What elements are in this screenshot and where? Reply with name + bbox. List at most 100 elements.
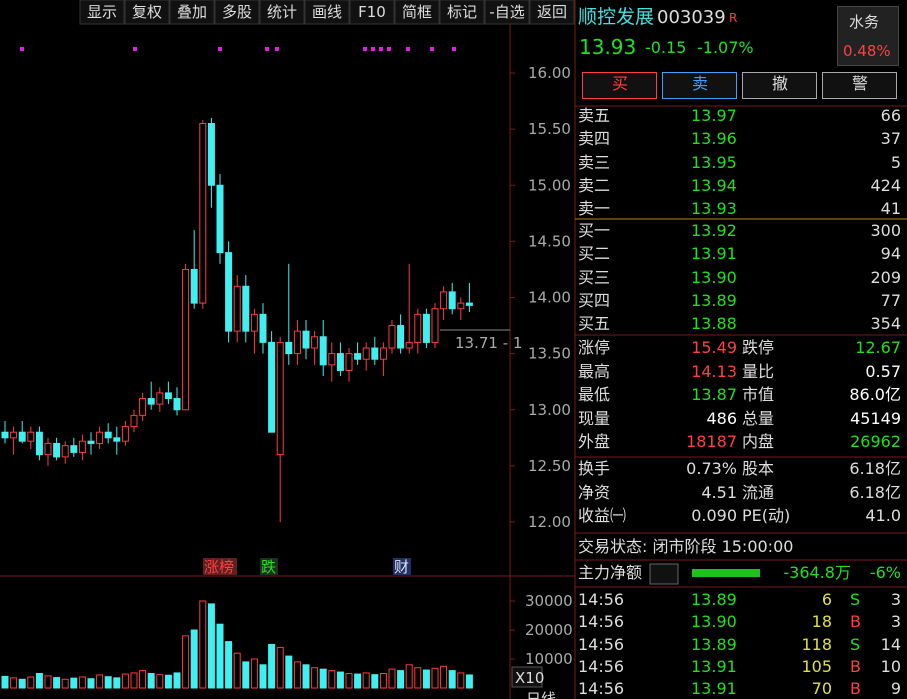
volume-bar xyxy=(53,677,61,689)
candle-body xyxy=(104,431,112,439)
candle-body xyxy=(61,445,69,458)
main-flow-value: -364.8万 xyxy=(783,563,851,582)
toolbar-button[interactable]: -自选 xyxy=(489,3,524,21)
y-tick-label: 16.00 xyxy=(528,64,571,82)
candle-body xyxy=(113,437,121,442)
sector-change: 0.48% xyxy=(843,42,891,60)
book-label: 买三 xyxy=(578,267,611,287)
toolbar-button[interactable]: 统计 xyxy=(267,3,297,21)
book-volume: 300 xyxy=(870,221,901,240)
candle-body xyxy=(431,308,439,343)
candle-body xyxy=(207,123,215,186)
tick-side: S xyxy=(850,634,861,654)
trade-button[interactable] xyxy=(582,72,657,99)
volume-bar xyxy=(371,674,379,689)
trade-button[interactable] xyxy=(662,72,737,99)
volume-bar xyxy=(18,678,26,689)
book-price: 13.89 xyxy=(691,290,737,310)
candle-body xyxy=(440,291,448,310)
tick-volume: 118 xyxy=(801,634,832,654)
book-price: 13.88 xyxy=(691,314,737,334)
stock-flag: R xyxy=(729,11,738,25)
toolbar-button[interactable]: 标记 xyxy=(447,3,477,21)
candle-body xyxy=(182,268,190,411)
book-price: 13.91 xyxy=(691,244,737,264)
y-tick-label: 13.50 xyxy=(528,345,571,363)
tick-time: 14:56 xyxy=(578,612,625,632)
stat-label: 跌停 xyxy=(742,338,775,357)
volume-bar xyxy=(242,661,250,689)
stat-value: 18187 xyxy=(686,432,737,451)
volume-bar xyxy=(336,671,344,689)
fundamental-value: 4.51 xyxy=(701,482,737,502)
volume-bar xyxy=(311,667,319,689)
tick-volume: 70 xyxy=(811,679,832,699)
main-flow-label: 主力净额 xyxy=(578,563,643,582)
candle-body xyxy=(362,347,370,360)
tick-price: 13.89 xyxy=(691,590,737,609)
toolbar-button[interactable]: 多股 xyxy=(222,3,252,21)
stat-label: 现量 xyxy=(578,408,611,428)
candle-body xyxy=(233,285,241,332)
toolbar-button-bg xyxy=(349,0,395,25)
main-flow-pct: -6% xyxy=(869,563,901,582)
toolbar-button[interactable]: 简框 xyxy=(402,3,432,21)
candle-body xyxy=(311,336,319,349)
volume-bar xyxy=(259,664,267,689)
volume-bar xyxy=(113,677,121,689)
volume-bar xyxy=(147,673,155,689)
tick-price: 13.90 xyxy=(691,612,737,632)
volume-bar xyxy=(448,670,456,689)
fundamental-value: 41.0 xyxy=(865,506,901,525)
volume-bar xyxy=(319,668,327,689)
trade-button-label[interactable]: 警 xyxy=(852,74,869,93)
stat-value: 15.49 xyxy=(691,338,737,357)
candle-body xyxy=(190,268,198,304)
volume-bar xyxy=(328,670,336,689)
volume-bar xyxy=(431,667,439,689)
trade-button[interactable] xyxy=(822,72,897,99)
signal-dot xyxy=(265,47,269,51)
tick-time: 14:56 xyxy=(578,656,625,676)
book-label: 买四 xyxy=(578,290,611,310)
signal-dot xyxy=(363,47,367,51)
book-label: 卖二 xyxy=(578,175,611,195)
candle-body xyxy=(319,336,327,366)
toolbar-button[interactable]: 返回 xyxy=(537,3,567,21)
toolbar-button[interactable]: 复权 xyxy=(132,3,162,21)
book-label: 卖三 xyxy=(578,152,611,172)
candle-body xyxy=(1,431,9,439)
candle-body xyxy=(371,347,379,360)
book-volume: 66 xyxy=(880,106,901,125)
trade-button-label[interactable]: 撤 xyxy=(772,74,789,93)
book-price: 13.92 xyxy=(691,221,737,240)
trade-button[interactable] xyxy=(742,72,817,99)
tick-price: 13.91 xyxy=(691,656,737,676)
toolbar-button[interactable]: 叠加 xyxy=(177,3,207,21)
toolbar-button[interactable]: F10 xyxy=(358,3,386,21)
book-volume: 37 xyxy=(880,129,901,149)
toolbar-button-bg xyxy=(214,0,260,25)
tick-volume: 105 xyxy=(801,656,832,676)
toolbar-button[interactable]: 画线 xyxy=(312,3,342,21)
volume-bar xyxy=(139,670,147,689)
volume-tick-label: 30000 xyxy=(525,592,573,610)
candle-body xyxy=(35,431,43,456)
candle-body xyxy=(293,330,301,355)
y-tick-label: 12.00 xyxy=(528,513,571,531)
book-price: 13.95 xyxy=(691,152,737,172)
toolbar-button[interactable]: 显示 xyxy=(87,3,117,21)
event-marker: 财 xyxy=(394,558,409,576)
tick-side: S xyxy=(850,590,861,609)
volume-bar xyxy=(388,668,396,689)
trade-button-label[interactable]: 卖 xyxy=(692,74,709,93)
signal-dot xyxy=(275,47,279,51)
fundamental-value: 0.73% xyxy=(686,459,737,478)
candle-body xyxy=(121,426,129,442)
stat-label: 总量 xyxy=(742,408,775,428)
signal-dot xyxy=(371,47,375,51)
trade-button-label[interactable]: 买 xyxy=(612,74,629,93)
signal-dot xyxy=(133,47,137,51)
fundamental-value: 0.090 xyxy=(691,506,737,525)
toolbar-button-bg xyxy=(169,0,215,25)
